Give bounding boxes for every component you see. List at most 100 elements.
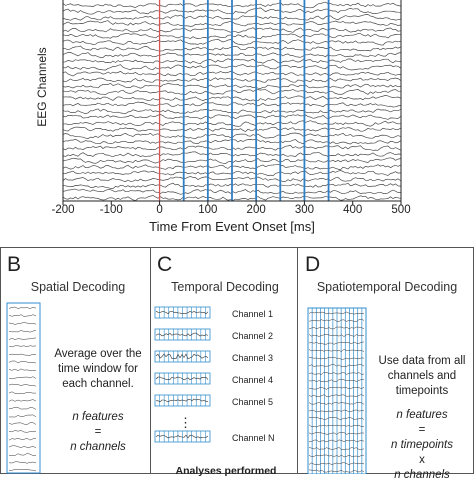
spatiotemporal-grid — [307, 307, 367, 474]
panel-d-desc: Use data from all channels and timepoint… — [370, 354, 474, 399]
strip-trace — [8, 422, 37, 425]
strip-trace — [9, 468, 37, 472]
desc-line: time window for — [58, 363, 138, 375]
desc-line: channels and — [387, 370, 457, 382]
grid-trace — [308, 379, 365, 383]
channel-trace — [155, 434, 209, 439]
strip-trace — [8, 391, 36, 394]
strip-trace — [8, 399, 37, 402]
grid-trace — [308, 439, 365, 443]
panel-a: -200 -100 0 100 200 300 400 500 EEG Channels Ti… — [0, 0, 474, 240]
channel-trace — [155, 398, 209, 403]
channel-strip — [154, 372, 211, 385]
panel-d-title: Spatiotemporal Decoding — [316, 280, 458, 294]
grid-trace — [308, 462, 365, 465]
ylabel: EEG Channels — [35, 47, 49, 127]
grid-trace — [308, 357, 365, 360]
grid-trace — [308, 432, 365, 435]
feat-line: n features — [396, 409, 448, 421]
panel-d-features: n features = n timepoints x n channels — [370, 408, 474, 483]
x-tick-label: 400 — [343, 204, 362, 216]
x-tick-label: -200 — [51, 204, 74, 216]
grid-trace — [308, 454, 364, 458]
strip-trace — [8, 353, 37, 356]
feat-line: = — [418, 424, 426, 436]
panel-b-letter: B — [7, 253, 22, 276]
channel-label: Channel 5 — [232, 397, 274, 407]
x-tick-label: 0 — [156, 204, 162, 216]
grid-trace — [308, 409, 365, 413]
panel-d-letter: D — [305, 253, 321, 276]
strip-trace — [8, 345, 37, 348]
strip-trace — [8, 383, 37, 387]
panel-c-footer: Analyses performed — [175, 465, 277, 477]
panel-c-letter: C — [157, 253, 173, 276]
grid-trace — [308, 326, 365, 330]
eeg-plot: -200 -100 0 100 200 300 400 500 — [51, 0, 411, 216]
channel-strip — [154, 328, 211, 341]
strip-trace — [8, 368, 37, 372]
grid-trace — [308, 401, 365, 405]
channel-strip — [154, 430, 211, 443]
grid-trace — [308, 424, 364, 428]
x-tick-label: 300 — [295, 204, 314, 216]
grid-trace — [308, 349, 365, 352]
grid-trace — [308, 341, 365, 345]
xlabel: Time From Event Onset [ms] — [149, 219, 315, 234]
panel-d: D Spatiotemporal Decoding Use data from … — [298, 247, 474, 481]
channel-trace — [155, 332, 209, 337]
x-tick-label: -100 — [100, 204, 123, 216]
strip-trace — [8, 329, 37, 333]
strip-trace — [8, 376, 37, 379]
channel-label: Channel 3 — [232, 353, 274, 363]
strip-trace — [8, 437, 37, 441]
grid-trace — [308, 311, 365, 315]
x-tick-label: 100 — [198, 204, 217, 216]
strip-trace — [8, 453, 37, 456]
grid-trace — [308, 319, 365, 322]
feat-line: = — [94, 426, 102, 438]
panel-b-desc: Average over the time window for each ch… — [46, 347, 150, 392]
desc-line: each channel. — [62, 378, 134, 390]
channel-label: Channel 1 — [232, 309, 274, 319]
grid-trace — [308, 364, 365, 368]
channel-trace — [155, 310, 209, 315]
strip-trace — [8, 322, 37, 325]
panel-b: B Spatial Decoding Average over the time… — [0, 247, 150, 474]
spatial-strip — [6, 302, 41, 474]
grid-trace — [308, 447, 365, 450]
feat-line: x — [419, 454, 425, 466]
grid-trace — [308, 394, 365, 397]
desc-line: timepoints — [395, 385, 449, 397]
panel-b-title: Spatial Decoding — [30, 280, 126, 294]
strip-trace — [8, 445, 37, 449]
channel-trace — [155, 353, 209, 360]
grid-trace — [308, 469, 365, 473]
channel-trace — [155, 376, 209, 381]
ellipsis: ⋮ — [179, 415, 192, 430]
strip-trace — [8, 337, 37, 340]
feat-line: n timepoints — [390, 439, 453, 451]
grid-trace — [308, 372, 365, 375]
desc-line: Use data from all — [378, 355, 466, 367]
feat-line: n features — [72, 411, 124, 423]
strip-trace — [9, 407, 37, 410]
strip-trace — [8, 414, 37, 418]
channel-label: Channel N — [232, 433, 275, 443]
x-tick-label: 500 — [391, 204, 410, 216]
panel-c-title: Temporal Decoding — [171, 280, 279, 294]
strip-trace — [8, 430, 37, 433]
strip-trace — [8, 461, 37, 464]
strip-trace — [8, 314, 37, 317]
desc-line: Average over the — [54, 348, 142, 360]
channel-strip — [154, 350, 211, 363]
temporal-strips — [154, 306, 211, 443]
strip-trace — [8, 306, 37, 309]
strip-trace — [8, 360, 37, 364]
channel-label: Channel 2 — [232, 331, 274, 341]
channel-strip — [154, 306, 211, 319]
grid-trace — [308, 416, 365, 420]
panel-c: C Temporal Decoding Channel 1 Channel 2 … — [151, 247, 297, 477]
feat-line: n channels — [70, 441, 126, 453]
channel-label: Channel 4 — [232, 375, 274, 385]
